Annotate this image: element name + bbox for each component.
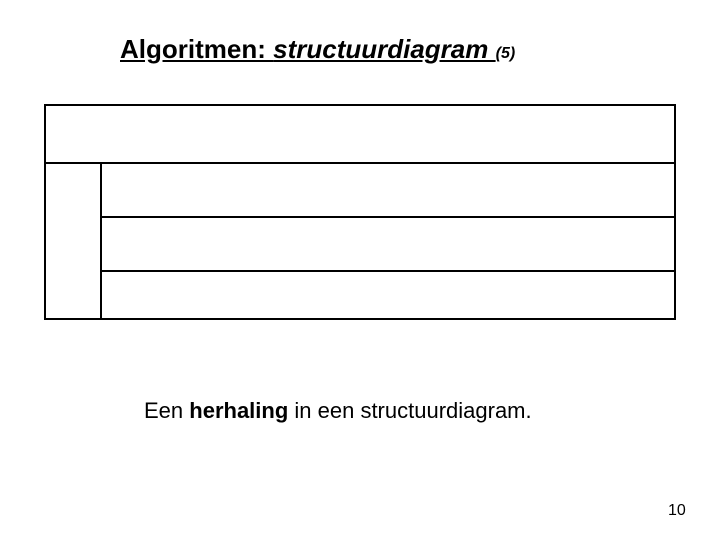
caption-prefix: Een bbox=[144, 398, 189, 423]
title-sub: (5) bbox=[496, 45, 516, 62]
title-italic: structuurdiagram bbox=[273, 34, 496, 64]
slide-title: Algoritmen: structuurdiagram (5) bbox=[120, 34, 515, 65]
structuurdiagram-hline-1 bbox=[100, 216, 676, 218]
caption-suffix: in een structuurdiagram. bbox=[288, 398, 531, 423]
structuurdiagram-outer bbox=[44, 104, 676, 320]
structuurdiagram-hline-2 bbox=[100, 270, 676, 272]
page-number: 10 bbox=[668, 502, 686, 520]
title-plain: Algoritmen: bbox=[120, 34, 273, 64]
structuurdiagram-hline-0 bbox=[44, 162, 676, 164]
caption-bold: herhaling bbox=[189, 398, 288, 423]
slide-caption: Een herhaling in een structuurdiagram. bbox=[144, 398, 532, 424]
structuurdiagram-indent-vline bbox=[100, 162, 102, 320]
